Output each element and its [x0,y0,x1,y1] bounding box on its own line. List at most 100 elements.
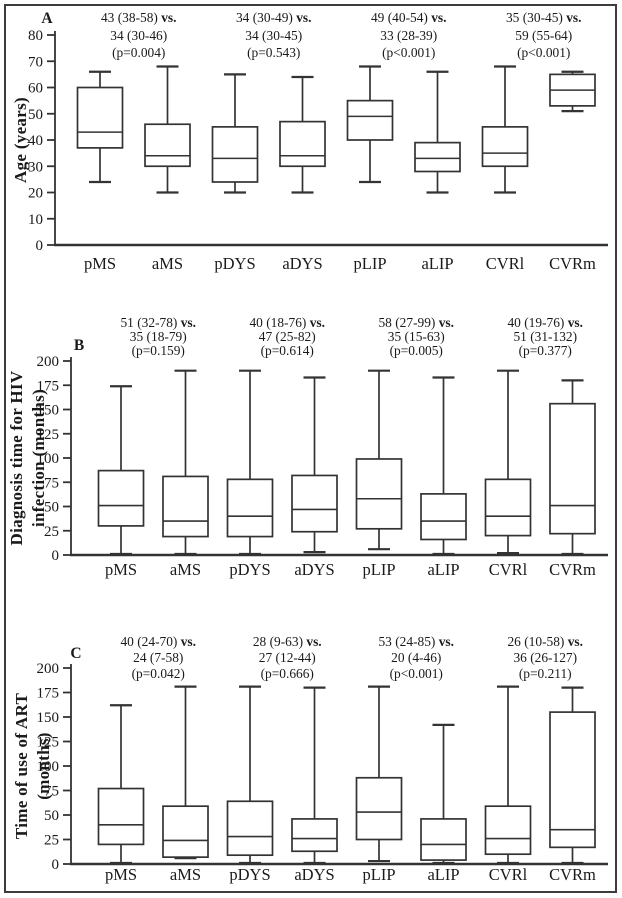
x-category-label: CVRm [549,254,596,273]
annotation-pvalue: (p=0.666) [261,666,314,681]
iqr-box [144,123,191,168]
iqr-box [549,711,596,849]
box-aDYS [291,376,338,554]
pair-annotation: 43 (38-58) vs. 34 (30-46) (p=0.004) [101,10,177,60]
box-aDYS [291,686,338,865]
box-CVRl [481,65,529,194]
y-tick-label: 20 [28,186,43,202]
x-category-label: pLIP [363,865,396,884]
x-category-label: aDYS [282,254,322,273]
iqr-box [211,126,259,183]
annotation-pvalue: (p=0.614) [261,343,314,358]
box-pMS [97,704,145,865]
y-tick-label: 25 [44,833,59,849]
y-tick-label: 200 [37,354,60,370]
box-pLIP [355,685,403,863]
y-axis-title: Time of use of ART [12,693,31,840]
annotation-pvalue: (p<0.001) [390,666,443,681]
annotation-pvalue: (p=0.042) [132,666,185,681]
annotation-pvalue: (p<0.001) [517,45,570,60]
x-category-label: pMS [105,865,137,884]
annotation-comparator: 34 (30-45) [245,28,302,43]
iqr-box [76,86,124,149]
box-CVRl [484,685,532,865]
y-tick-label: 100 [37,759,60,775]
iqr-box [97,787,145,846]
x-category-label: aMS [170,560,201,579]
box-CVRl [484,369,532,555]
pair-annotation: 58 (27-99) vs.35 (15-63)(p=0.005) [378,315,454,358]
annotation-comparator: 33 (28-39) [380,28,437,43]
y-axis-title: Age (years) [11,97,30,183]
annotation-medians: 51 (32-78) vs. [120,315,196,330]
annotation-pvalue: (p=0.543) [247,45,300,60]
iqr-box [226,478,274,538]
pair-annotation: 35 (30-45) vs. 59 (55-64) (p<0.001) [506,10,582,60]
y-axis-title: infection (months) [29,389,48,527]
y-tick-label: 175 [37,378,60,394]
box-CVRm [549,379,596,556]
x-category-label: aMS [170,865,201,884]
y-tick-label: 0 [36,238,44,254]
panel-a-age-boxplot: 0 10 20 30 40 50 60 70 80A Age (years) pMS aMS pDYS a… [11,10,608,273]
box-pLIP [355,369,403,551]
x-category-label: aLIP [421,254,453,273]
y-tick-label: 0 [52,857,60,873]
iqr-box [484,805,532,856]
box-pMS [97,385,145,556]
pair-annotation: 49 (40-54) vs. 33 (28-39) (p<0.001) [371,10,447,60]
pair-annotation: 34 (30-49) vs. 34 (30-45) (p=0.543) [236,10,312,60]
annotation-medians: 43 (38-58) vs. [101,10,177,25]
x-category-label: CVRl [489,865,528,884]
annotation-medians: 40 (24-70) vs. [120,634,196,649]
y-tick-label: 10 [28,212,43,228]
y-tick-label: 0 [52,548,60,564]
x-category-label: CVRm [549,560,596,579]
panel-b-diagnosis-time-boxplot: 0 25 50 75 100 125 150 175 200 B Diagnosis time fo… [7,315,608,579]
pair-annotation: 40 (24-70) vs.24 (7-58)(p=0.042) [120,634,196,681]
y-tick-label: 125 [37,427,60,443]
iqr-box [355,458,403,530]
annotation-medians: 40 (18-76) vs. [249,315,325,330]
x-category-label: CVRl [486,254,525,273]
annotation-comparator: 24 (7-58) [133,650,183,665]
iqr-box [279,120,326,168]
annotation-comparator: 36 (26-127) [513,650,577,665]
box-aMS [162,685,209,860]
iqr-box [549,402,596,535]
iqr-box [481,126,529,168]
x-category-label: aLIP [427,560,459,579]
box-aLIP [414,70,461,194]
panel-c-art-time-boxplot: 0 25 50 75 100 125 150 175 200 C Time of use of AR… [12,634,608,884]
annotation-pvalue: (p=0.005) [390,343,443,358]
iqr-box [97,469,145,527]
y-tick-label: 150 [37,710,60,726]
x-category-label: CVRl [489,560,528,579]
y-tick-label: 100 [37,451,60,467]
box-pDYS [226,369,274,556]
annotation-pvalue: (p=0.004) [112,45,165,60]
y-tick-label: 70 [28,54,43,70]
annotation-medians: 58 (27-99) vs. [378,315,454,330]
box-pLIP [346,65,394,184]
annotation-comparator: 59 (55-64) [515,28,572,43]
x-category-label: pMS [84,254,116,273]
x-category-label: pLIP [354,254,387,273]
x-category-label: aDYS [294,560,334,579]
iqr-box [346,99,394,141]
y-axis-title: (months) [34,732,53,800]
pair-annotation: 53 (24-85) vs.20 (4-46)(p<0.001) [378,634,454,681]
annotation-pvalue: (p<0.001) [382,45,435,60]
pair-annotation: 40 (18-76) vs.47 (25-82)(p=0.614) [249,315,325,358]
iqr-box [484,478,532,537]
iqr-box [226,800,274,857]
pair-annotation: 26 (10-58) vs.36 (26-127)(p=0.211) [507,634,583,681]
annotation-medians: 49 (40-54) vs. [371,10,447,25]
x-category-label: aMS [152,254,183,273]
box-pMS [76,70,124,184]
x-category-label: pDYS [229,865,270,884]
pair-annotation: 51 (32-78) vs.35 (18-79)(p=0.159) [120,315,196,358]
iqr-box [355,776,403,841]
y-tick-label: 125 [37,735,60,751]
